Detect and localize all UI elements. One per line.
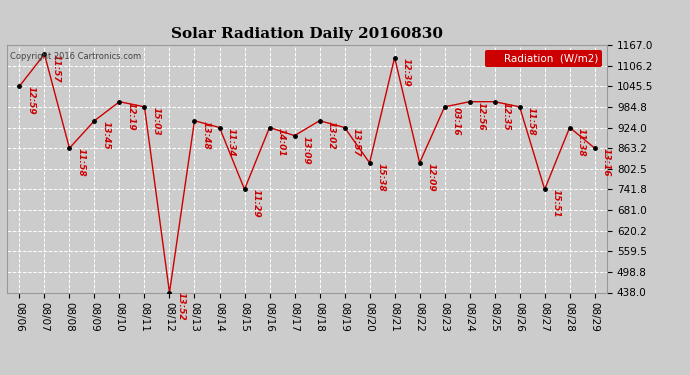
Text: 13:48: 13:48 bbox=[201, 121, 210, 149]
Text: 12:59: 12:59 bbox=[26, 86, 35, 115]
Text: 03:16: 03:16 bbox=[451, 107, 460, 135]
Text: 15:38: 15:38 bbox=[377, 163, 386, 191]
Text: 15:51: 15:51 bbox=[551, 189, 560, 218]
Text: 13:02: 13:02 bbox=[326, 121, 335, 149]
Text: 13:57: 13:57 bbox=[351, 128, 360, 156]
Text: 11:38: 11:38 bbox=[577, 128, 586, 156]
Text: 11:34: 11:34 bbox=[226, 128, 235, 156]
Text: 13:16: 13:16 bbox=[602, 148, 611, 177]
Text: 13:52: 13:52 bbox=[177, 292, 186, 321]
Text: 13:09: 13:09 bbox=[302, 136, 310, 164]
Text: 11:57: 11:57 bbox=[51, 54, 60, 83]
Text: 12:56: 12:56 bbox=[477, 102, 486, 130]
Legend: Radiation  (W/m2): Radiation (W/m2) bbox=[484, 50, 602, 67]
Text: 13:45: 13:45 bbox=[101, 121, 110, 149]
Text: 12:35: 12:35 bbox=[502, 102, 511, 130]
Title: Solar Radiation Daily 20160830: Solar Radiation Daily 20160830 bbox=[171, 27, 443, 41]
Text: 11:29: 11:29 bbox=[251, 189, 260, 218]
Text: 12:39: 12:39 bbox=[402, 57, 411, 86]
Text: 11:58: 11:58 bbox=[77, 148, 86, 177]
Text: 12:19: 12:19 bbox=[126, 102, 135, 130]
Text: 12:09: 12:09 bbox=[426, 163, 435, 191]
Text: Copyright 2016 Cartronics.com: Copyright 2016 Cartronics.com bbox=[10, 53, 141, 62]
Text: 11:58: 11:58 bbox=[526, 107, 535, 135]
Text: 14:01: 14:01 bbox=[277, 128, 286, 156]
Text: 15:03: 15:03 bbox=[151, 107, 160, 135]
